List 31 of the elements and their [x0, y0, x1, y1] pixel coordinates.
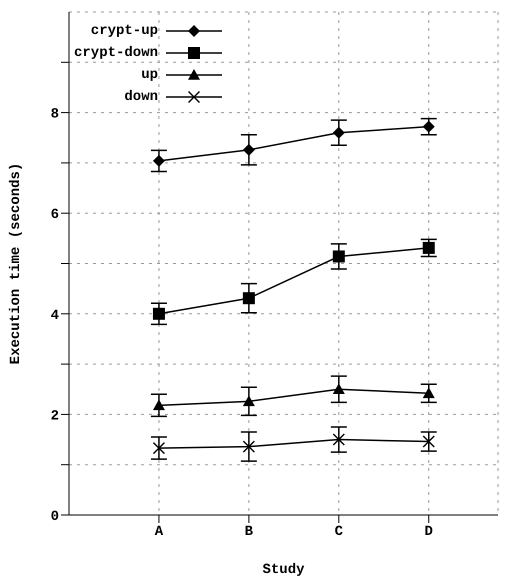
- point: [422, 242, 435, 254]
- y-tick-label: 0: [50, 508, 59, 525]
- x-axis-title: Study: [262, 562, 306, 578]
- point: [152, 154, 165, 167]
- y-tick-label: 4: [50, 308, 59, 324]
- point: [152, 399, 165, 410]
- y-axis-title: Execution time (seconds): [8, 162, 24, 364]
- legend-label: up: [141, 67, 158, 83]
- point: [422, 387, 435, 398]
- y-tick-label: 6: [50, 207, 59, 224]
- legend-label: down: [124, 89, 158, 105]
- point: [332, 126, 345, 139]
- x-tick-label: B: [244, 524, 254, 540]
- point: [422, 120, 435, 133]
- point: [152, 442, 165, 454]
- point: [242, 395, 255, 406]
- legend-label: crypt-down: [74, 45, 158, 61]
- point: [242, 440, 255, 453]
- x-tick-label: D: [424, 524, 433, 540]
- point: [242, 144, 255, 156]
- point: [422, 436, 435, 448]
- point: [332, 434, 345, 446]
- point: [152, 308, 165, 320]
- legend-label: crypt-up: [90, 23, 158, 39]
- x-tick-label: C: [334, 524, 344, 540]
- y-tick-label: 2: [50, 408, 59, 424]
- x-tick-label: A: [154, 524, 164, 540]
- point: [332, 250, 345, 262]
- y-tick-label: 8: [50, 106, 59, 123]
- point: [242, 292, 255, 304]
- point: [332, 383, 345, 394]
